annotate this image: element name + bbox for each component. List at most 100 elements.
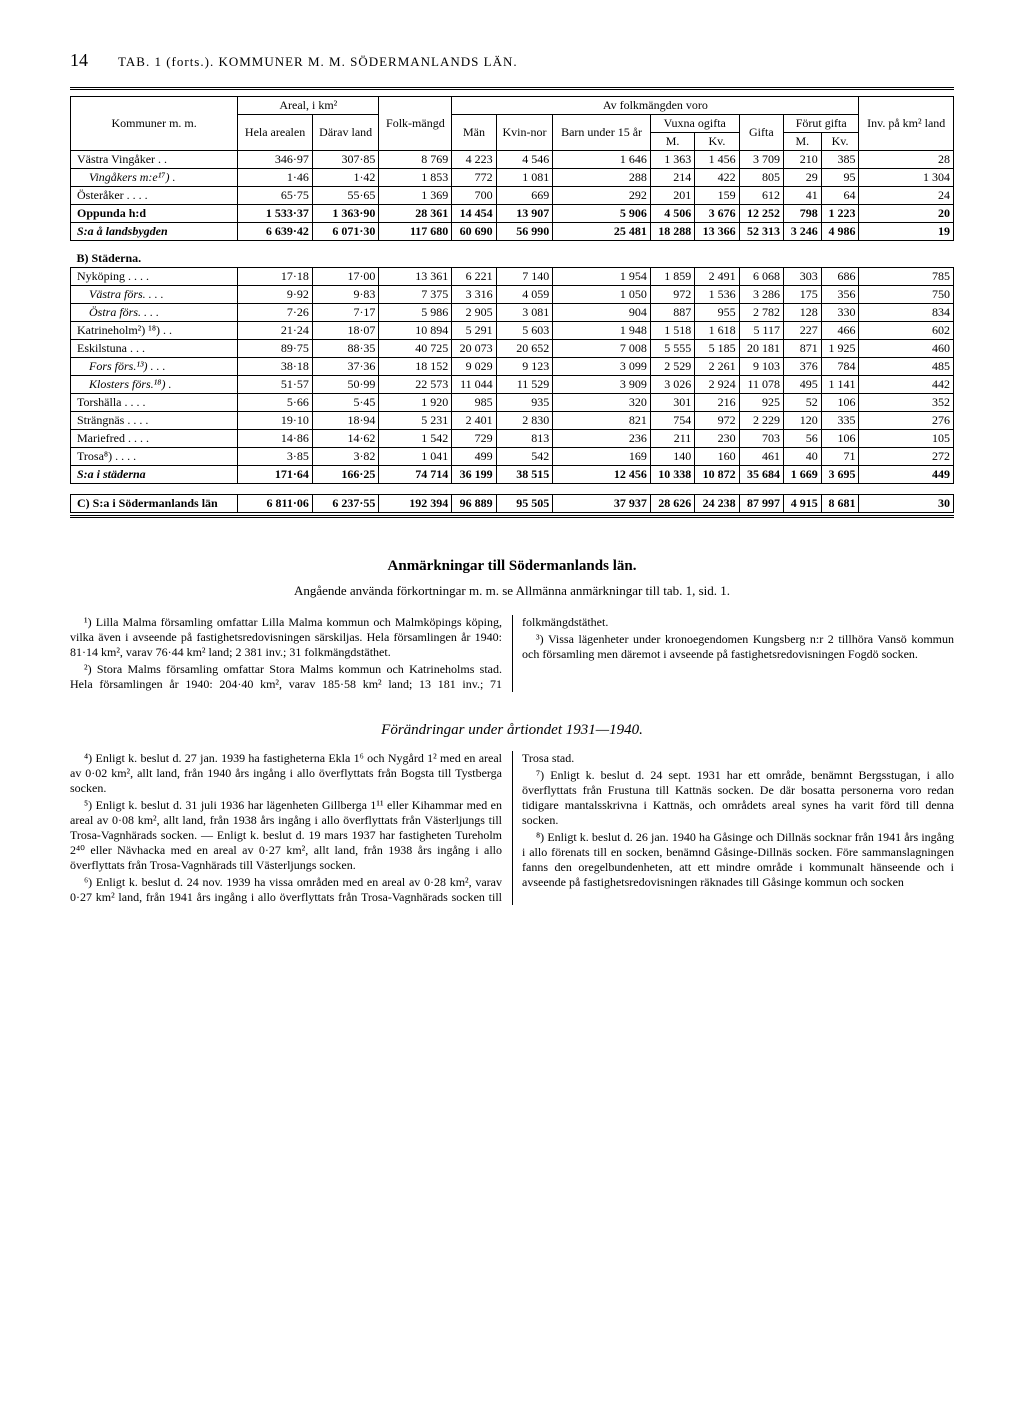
cell: 798 xyxy=(784,205,822,223)
note-1: ¹) Lilla Malma församling omfattar Lilla… xyxy=(70,615,502,660)
cell: 18·94 xyxy=(312,412,379,430)
cell: 3 081 xyxy=(496,304,553,322)
cell: 7·26 xyxy=(238,304,313,322)
cell: 602 xyxy=(859,322,954,340)
cell: 3 909 xyxy=(553,376,651,394)
cell: 6 221 xyxy=(452,268,496,286)
cell: 1 853 xyxy=(379,169,452,187)
col-m: M. xyxy=(650,133,694,151)
col-kv2: Kv. xyxy=(821,133,859,151)
cell: 3 709 xyxy=(739,151,783,169)
row-label: Östra förs. . . . xyxy=(71,304,238,322)
cell: 1 363·90 xyxy=(312,205,379,223)
cell: 38·18 xyxy=(238,358,313,376)
col-m2: M. xyxy=(784,133,822,151)
row-label: Mariefred . . . . xyxy=(71,430,238,448)
row-label: Nyköping . . . . xyxy=(71,268,238,286)
col-vuxna: Vuxna ogifta xyxy=(650,115,739,133)
cell: 3 026 xyxy=(650,376,694,394)
cell: 10 894 xyxy=(379,322,452,340)
cell: 4 986 xyxy=(821,223,859,241)
row-label: Trosa⁸) . . . . xyxy=(71,448,238,466)
cell: 9 029 xyxy=(452,358,496,376)
cell: 785 xyxy=(859,268,954,286)
cell: 24 xyxy=(859,187,954,205)
col-kvin: Kvin-nor xyxy=(496,115,553,151)
cell: 466 xyxy=(821,322,859,340)
cell: 3 286 xyxy=(739,286,783,304)
cell: 37 937 xyxy=(553,495,651,513)
col-darav: Därav land xyxy=(312,115,379,151)
cell: 4 223 xyxy=(452,151,496,169)
cell: 499 xyxy=(452,448,496,466)
cell: 36 199 xyxy=(452,466,496,484)
cell: 12 456 xyxy=(553,466,651,484)
cell: 6 068 xyxy=(739,268,783,286)
cell: 5·45 xyxy=(312,394,379,412)
cell: 1 618 xyxy=(695,322,739,340)
cell: 13 366 xyxy=(695,223,739,241)
cell: 9·83 xyxy=(312,286,379,304)
cell: 214 xyxy=(650,169,694,187)
change-4: ⁴) Enligt k. beslut d. 27 jan. 1939 ha f… xyxy=(70,751,502,796)
cell: 729 xyxy=(452,430,496,448)
cell: 301 xyxy=(650,394,694,412)
cell: 14·62 xyxy=(312,430,379,448)
divider-bottom xyxy=(70,515,954,518)
cell: 461 xyxy=(739,448,783,466)
cell: 18·07 xyxy=(312,322,379,340)
cell: 904 xyxy=(553,304,651,322)
cell: 2 830 xyxy=(496,412,553,430)
cell: 805 xyxy=(739,169,783,187)
cell: 65·75 xyxy=(238,187,313,205)
cell: 3 695 xyxy=(821,466,859,484)
cell: 276 xyxy=(859,412,954,430)
cell: 160 xyxy=(695,448,739,466)
cell: 2 491 xyxy=(695,268,739,286)
cell: 686 xyxy=(821,268,859,286)
cell: 17·18 xyxy=(238,268,313,286)
cell: 13 361 xyxy=(379,268,452,286)
cell: 40 xyxy=(784,448,822,466)
cell: 3·82 xyxy=(312,448,379,466)
cell: 5 906 xyxy=(553,205,651,223)
cell: 56 990 xyxy=(496,223,553,241)
cell: 8 769 xyxy=(379,151,452,169)
cell: 1 948 xyxy=(553,322,651,340)
col-hela: Hela arealen xyxy=(238,115,313,151)
row-label: Katrineholm²) ¹⁸) . . xyxy=(71,322,238,340)
cell: 3 316 xyxy=(452,286,496,304)
cell: 821 xyxy=(553,412,651,430)
cell: 700 xyxy=(452,187,496,205)
cell: 4 546 xyxy=(496,151,553,169)
cell: 1 141 xyxy=(821,376,859,394)
cell: 754 xyxy=(650,412,694,430)
change-5: ⁵) Enligt k. beslut d. 31 juli 1936 har … xyxy=(70,798,502,873)
cell: 8 681 xyxy=(821,495,859,513)
cell: 352 xyxy=(859,394,954,412)
cell: 6 237·55 xyxy=(312,495,379,513)
changes-title: Förändringar under årtiondet 1931—1940. xyxy=(70,722,954,739)
cell: 6 071·30 xyxy=(312,223,379,241)
cell: 272 xyxy=(859,448,954,466)
cell: 192 394 xyxy=(379,495,452,513)
cell: 5 185 xyxy=(695,340,739,358)
cell: 211 xyxy=(650,430,694,448)
cell: 612 xyxy=(739,187,783,205)
cell: 230 xyxy=(695,430,739,448)
cell: 1 646 xyxy=(553,151,651,169)
cell: 9·92 xyxy=(238,286,313,304)
cell: 18 288 xyxy=(650,223,694,241)
cell: 4 506 xyxy=(650,205,694,223)
cell: 1 456 xyxy=(695,151,739,169)
changes-columns: ⁴) Enligt k. beslut d. 27 jan. 1939 ha f… xyxy=(70,751,954,905)
row-label: Torshälla . . . . xyxy=(71,394,238,412)
cell: 871 xyxy=(784,340,822,358)
cell: 55·65 xyxy=(312,187,379,205)
section-b-title: B) Städerna. xyxy=(77,251,142,265)
cell: 20 181 xyxy=(739,340,783,358)
cell: 1 050 xyxy=(553,286,651,304)
cell: 1 954 xyxy=(553,268,651,286)
cell: 7 375 xyxy=(379,286,452,304)
cell: 1 363 xyxy=(650,151,694,169)
